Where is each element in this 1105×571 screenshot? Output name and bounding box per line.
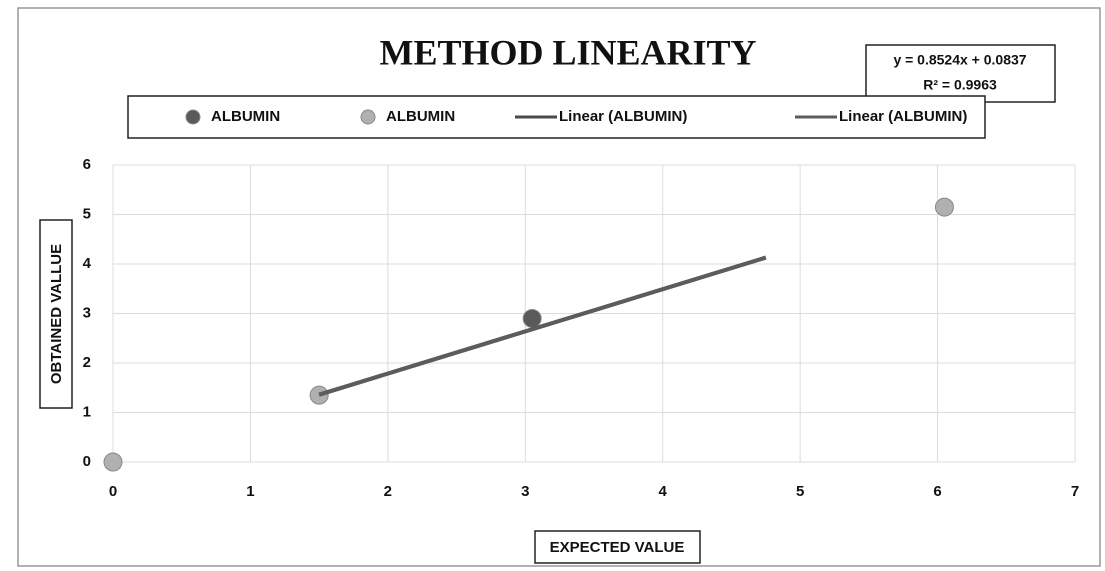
x-tick-label: 4 [659, 483, 668, 500]
data-point [522, 308, 542, 328]
chart-title: METHOD LINEARITY [379, 32, 756, 72]
y-label-box [39, 219, 73, 409]
legend-swatch [360, 109, 376, 125]
legend-label: ALBUMIN [211, 108, 280, 125]
x-tick-label: 7 [1071, 483, 1079, 500]
y-tick-label: 5 [83, 205, 91, 222]
y-tick-label: 6 [83, 156, 91, 173]
legend-label: Linear (ALBUMIN) [839, 108, 967, 125]
x-tick-label: 2 [384, 483, 392, 500]
legend-label: ALBUMIN [386, 108, 455, 125]
x-tick-label: 6 [933, 483, 941, 500]
y-axis-label: OBTAINED VALLUE [48, 244, 65, 384]
equation: y = 0.8524x + 0.0837 [893, 52, 1026, 68]
x-tick-label: 5 [796, 483, 804, 500]
legend-swatch [185, 109, 201, 125]
x-tick-label: 1 [246, 483, 254, 500]
data-point [309, 385, 329, 405]
equation-box [865, 44, 1056, 103]
x-axis-label: EXPECTED VALUE [550, 539, 685, 556]
y-tick-label: 3 [83, 304, 91, 321]
data-point [103, 452, 123, 472]
legend-label: Linear (ALBUMIN) [559, 108, 687, 125]
data-point [934, 197, 954, 217]
trend-line [318, 255, 767, 397]
x-tick-label: 3 [521, 483, 529, 500]
y-tick-label: 1 [83, 403, 91, 420]
y-tick-label: 4 [83, 255, 92, 272]
y-tick-label: 2 [83, 354, 91, 371]
r-squared: R² = 0.9963 [923, 77, 997, 93]
x-tick-label: 0 [109, 483, 117, 500]
y-tick-label: 0 [83, 453, 91, 470]
x-label-box [534, 530, 701, 564]
